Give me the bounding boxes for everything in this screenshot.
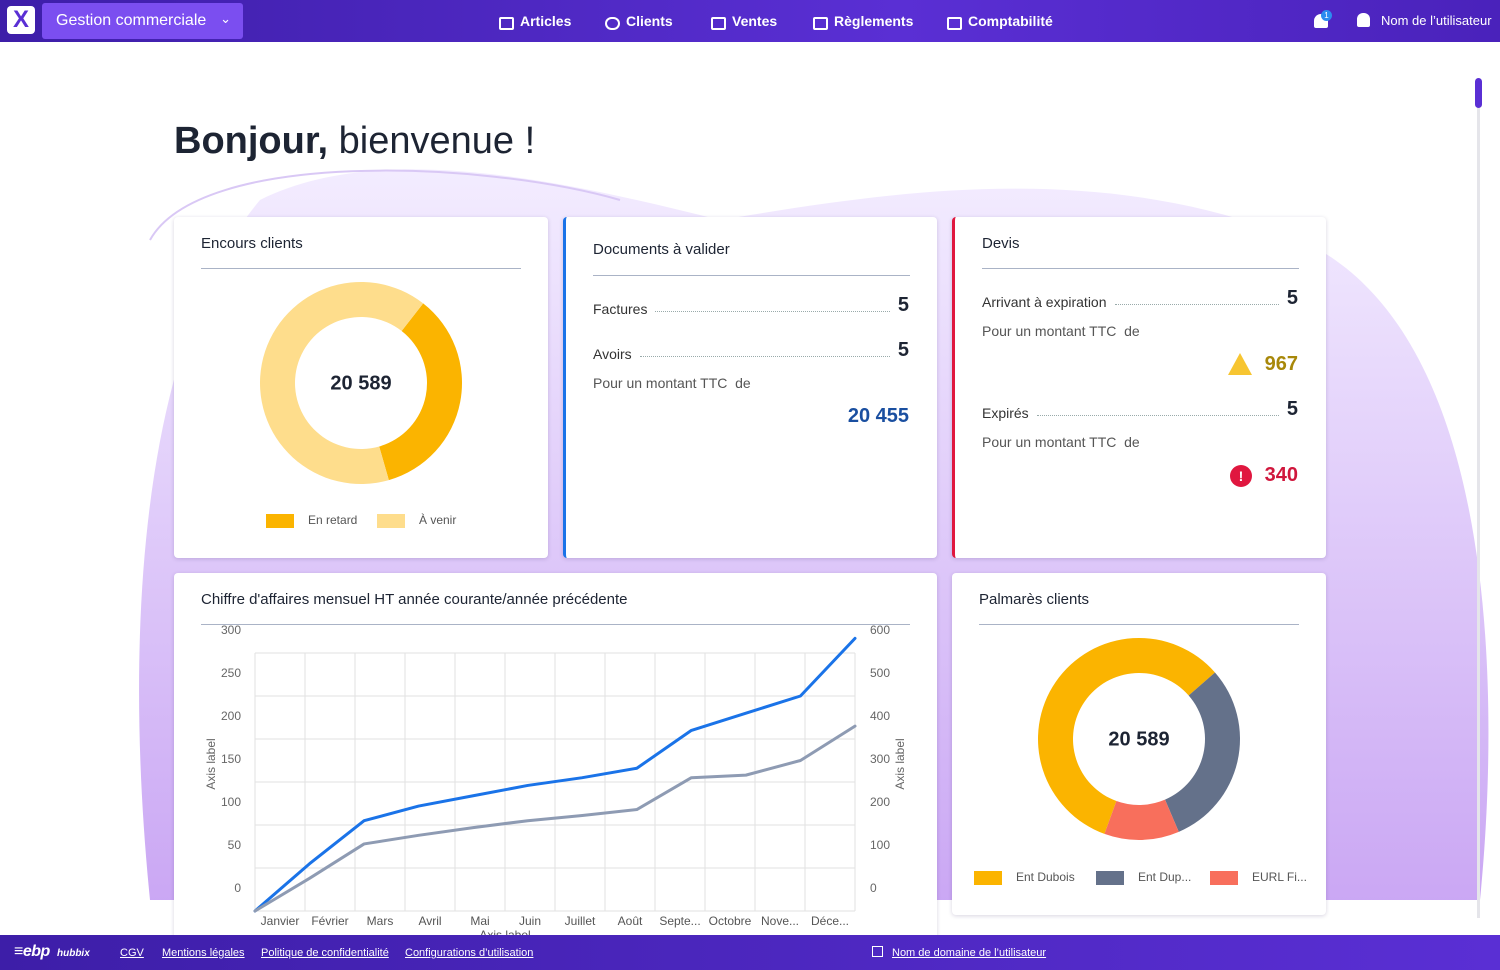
app-switcher[interactable]: Gestion commerciale ⌄ xyxy=(42,3,243,39)
amount: 20 455 xyxy=(847,405,909,427)
footer-link[interactable]: Politique de confidentialité xyxy=(261,947,389,959)
palmares-card: Palmarès clients xyxy=(952,573,1326,915)
nav-label: Clients xyxy=(626,13,673,29)
footer-link[interactable]: Mentions légales xyxy=(162,947,245,959)
card-title: Documents à valider xyxy=(593,241,730,258)
row-count: 5 xyxy=(1286,287,1298,309)
nav-articles[interactable]: Articles xyxy=(499,0,571,42)
row-count: 5 xyxy=(897,339,909,361)
user-name[interactable]: Nom de l’utilisateur xyxy=(1381,13,1492,28)
logo[interactable]: X xyxy=(7,6,35,34)
nav-reglements[interactable]: Règlements xyxy=(813,0,913,42)
divider xyxy=(201,624,910,625)
divider xyxy=(979,624,1299,625)
encours-card: Encours clients xyxy=(174,217,548,558)
brand: ebp xyxy=(22,943,50,960)
scrollbar-track xyxy=(1477,108,1480,918)
row-label: Arrivant à expiration xyxy=(982,294,1107,310)
nav-ventes[interactable]: Ventes xyxy=(711,0,777,42)
greeting: Bonjour, bienvenue ! xyxy=(174,120,535,163)
divider xyxy=(593,275,910,276)
top-bar: X Gestion commerciale ⌄ Articles Clients … xyxy=(0,0,1500,42)
document-row: Factures 5 xyxy=(593,294,909,317)
nav-label: Règlements xyxy=(834,13,914,29)
documents-card: Documents à valider Factures 5 Avoirs 5 Po… xyxy=(563,217,937,558)
nav-label: Comptabilité xyxy=(968,13,1053,29)
devis-row: Expirés 5 xyxy=(982,398,1298,421)
devis-row: Arrivant à expiration 5 xyxy=(982,287,1298,310)
amount-label: Pour un montant TTC de xyxy=(593,375,751,391)
row-count: 5 xyxy=(897,294,909,316)
scrollbar-thumb[interactable] xyxy=(1475,78,1482,108)
ca-card: Chiffre d'affaires mensuel HT année cour… xyxy=(174,573,937,953)
row-label: Avoirs xyxy=(593,346,632,362)
devis-card: Devis Arrivant à expiration 5 Pour un mon… xyxy=(952,217,1326,558)
nav-label: Articles xyxy=(520,13,572,29)
domain[interactable]: Nom de domaine de l’utilisateur xyxy=(892,947,1047,959)
warning-icon xyxy=(1228,353,1252,375)
footer: ≡ebp hubbix CGV Mentions légales Politiq… xyxy=(0,935,1500,970)
domain-icon xyxy=(872,946,883,957)
footer-link[interactable]: Configurations d’utilisation xyxy=(405,947,534,959)
greeting-text: bienvenue ! xyxy=(338,120,536,162)
amount-label: Pour un montant TTC de xyxy=(982,323,1140,339)
app-title: Gestion commerciale xyxy=(56,12,207,29)
document-row: Avoirs 5 xyxy=(593,339,909,362)
greeting-strong: Bonjour, xyxy=(174,120,329,162)
nav-comptabilite[interactable]: Comptabilité xyxy=(947,0,1053,42)
divider xyxy=(982,268,1299,269)
footer-link[interactable]: CGV xyxy=(120,947,144,959)
row-label: Expirés xyxy=(982,405,1029,421)
card-title: Devis xyxy=(982,235,1020,252)
row-label: Factures xyxy=(593,301,648,317)
card-title: Palmarès clients xyxy=(979,591,1090,608)
row-count: 5 xyxy=(1286,398,1298,420)
error-icon: ! xyxy=(1230,465,1252,487)
card-title: Encours clients xyxy=(201,235,303,252)
nav-clients[interactable]: Clients xyxy=(605,0,673,42)
amount-label: Pour un montant TTC de xyxy=(982,434,1140,450)
product: hubbix xyxy=(57,948,90,959)
card-title: Chiffre d'affaires mensuel HT année cour… xyxy=(201,591,628,608)
nav-label: Ventes xyxy=(732,13,778,29)
amount: 967 xyxy=(1264,353,1298,375)
user-icon xyxy=(1357,13,1370,27)
notification-badge: 1 xyxy=(1321,10,1332,21)
divider xyxy=(201,268,521,269)
amount: 340 xyxy=(1264,464,1298,486)
